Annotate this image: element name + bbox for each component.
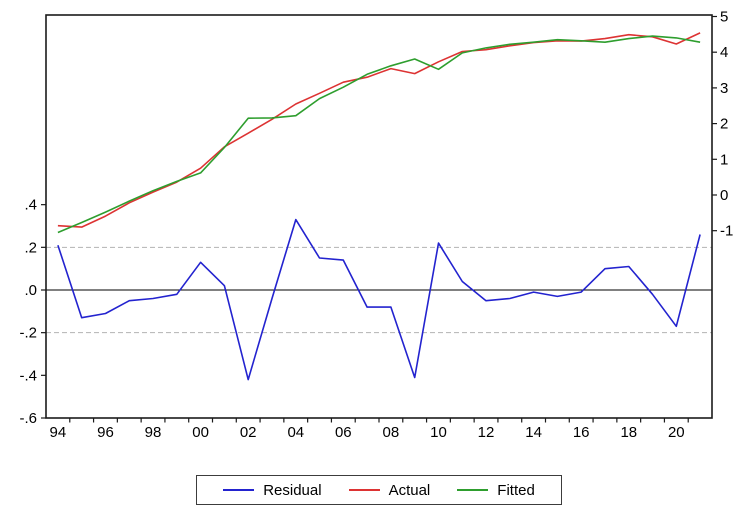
right-axis-tick-label: 4 [720, 44, 728, 61]
residual-line [57, 218, 701, 381]
right-axis-tick-label: 0 [720, 187, 728, 204]
x-axis-tick-label: 20 [668, 424, 685, 441]
left-axis-tick-label: -.2 [19, 325, 37, 342]
legend-item-residual: Residual [223, 481, 322, 499]
x-axis-tick-label: 98 [145, 424, 162, 441]
x-axis-tick-label: 14 [525, 424, 542, 441]
x-axis-tick-label: 02 [240, 424, 257, 441]
legend-item-fitted: Fitted [457, 482, 535, 499]
chart-canvas: 94 96 98 00 02 04 06 08 10 12 14 16 18 20.4.2.0-.2-.4… [19, 8, 733, 441]
x-axis-tick-label: 16 [573, 424, 590, 441]
left-axis-tick-label: -.6 [19, 410, 37, 427]
fitted-line-sample-icon [457, 489, 489, 491]
legend-label-fitted: Fitted [497, 481, 535, 499]
x-axis-tick-label: 94 [50, 424, 67, 441]
actual-line-sample-icon [348, 489, 380, 491]
right-axis-tick-label: 5 [720, 8, 728, 25]
right-axis-tick-label: 1 [720, 151, 728, 168]
left-axis-tick-label: .0 [24, 282, 37, 299]
x-axis-tick-label: 04 [287, 424, 304, 441]
x-axis-tick-label: 06 [335, 424, 352, 441]
x-axis-tick-label: 12 [478, 424, 495, 441]
right-axis-tick-label: 2 [720, 116, 728, 133]
fitted-line [57, 35, 701, 234]
left-axis-tick-label: .2 [24, 239, 37, 256]
left-axis-tick-label: -.4 [19, 367, 37, 384]
x-axis-tick-label: 10 [430, 424, 447, 441]
legend-label-residual: Residual [263, 481, 322, 499]
legend-item-actual: Actual [348, 481, 431, 499]
right-axis-tick-label: 3 [720, 80, 728, 97]
x-axis-tick-label: 08 [383, 424, 400, 441]
x-axis-tick-label: 96 [97, 424, 114, 441]
legend-label-actual: Actual [388, 481, 431, 499]
x-axis-tick-label: 18 [620, 424, 637, 441]
x-axis-tick-label: 00 [192, 424, 209, 441]
right-axis-tick-label: -1 [720, 223, 733, 240]
residual-line-sample-icon [223, 489, 255, 491]
legend-box: Residual Actual Fitted [196, 475, 562, 505]
plot-border [45, 14, 713, 419]
actual-line [57, 32, 701, 228]
left-axis-tick-label: .4 [24, 197, 37, 214]
